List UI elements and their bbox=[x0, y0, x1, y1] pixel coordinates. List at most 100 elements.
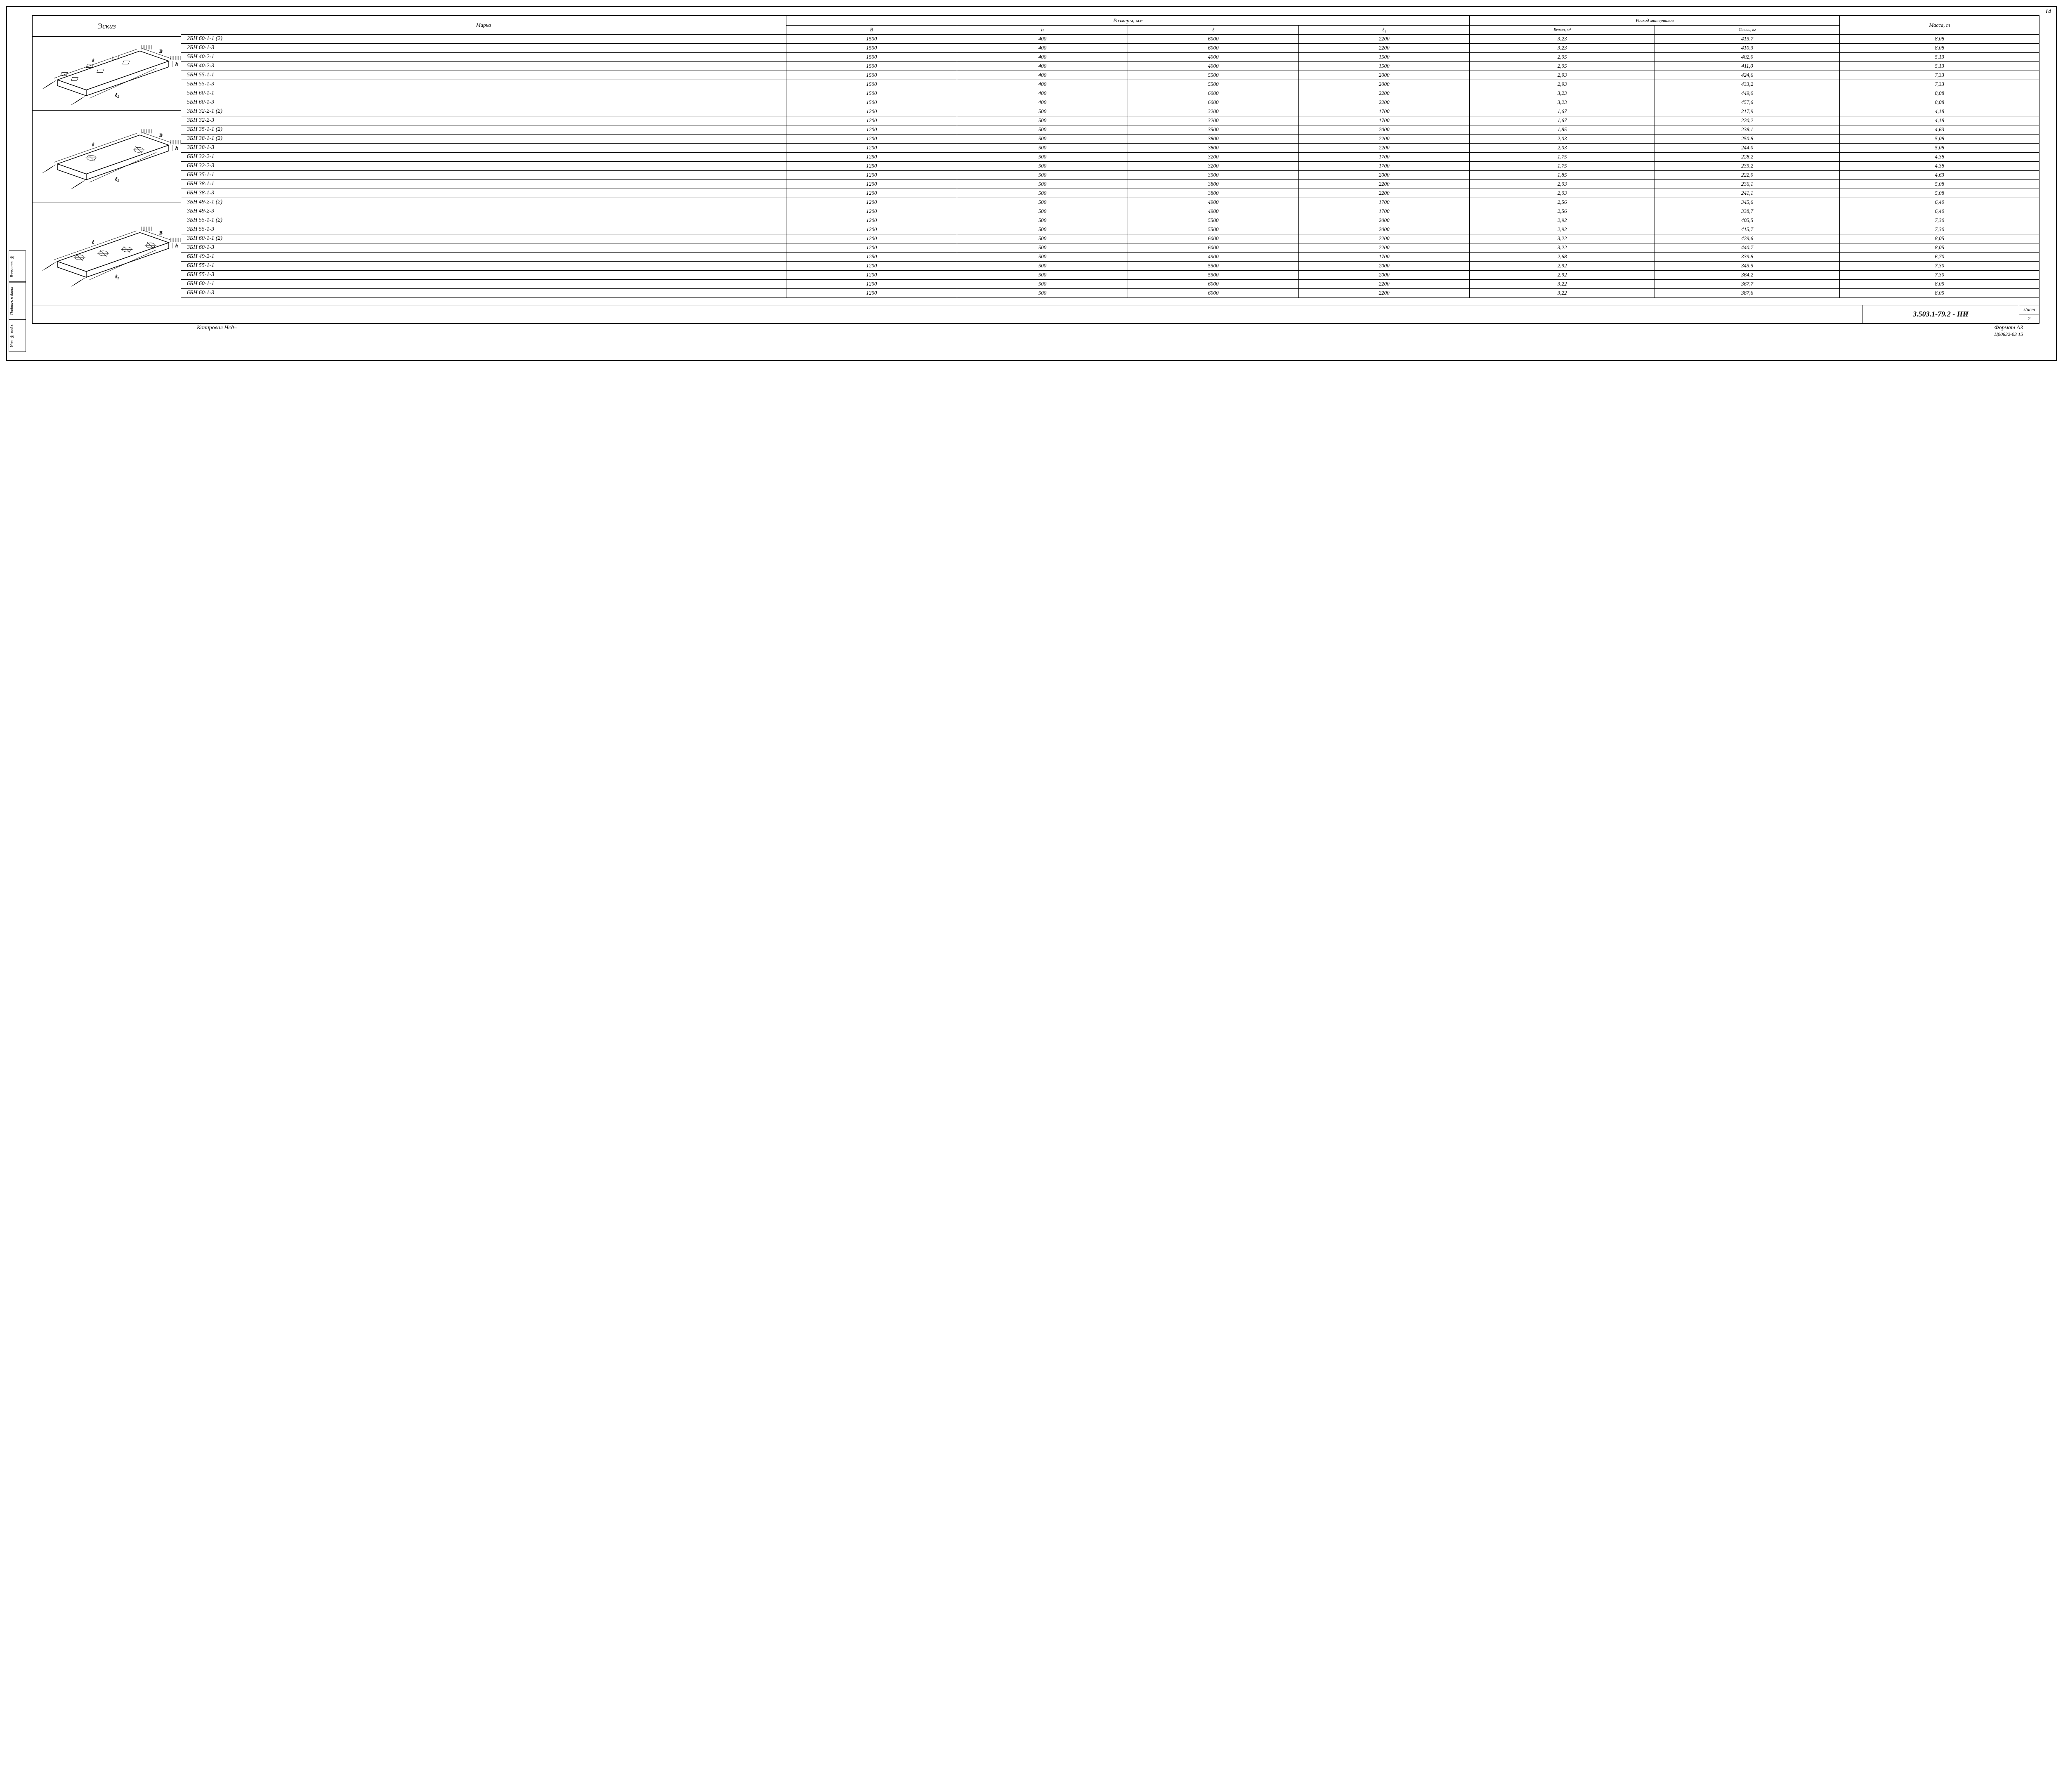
cell: 3,22 bbox=[1470, 288, 1655, 297]
cell: 2БН 60-1-3 bbox=[181, 43, 786, 52]
cell: 235,2 bbox=[1655, 161, 1840, 170]
cell: 1700 bbox=[1298, 116, 1469, 125]
table-row: 3БН 38-1-31200500380022002,03244,05,08 bbox=[181, 143, 2039, 152]
sketch-cell: В ℓ h ℓ₁ bbox=[33, 37, 181, 111]
cell: 367,7 bbox=[1655, 279, 1840, 288]
cell: 1,85 bbox=[1470, 125, 1655, 134]
cell: 500 bbox=[957, 189, 1128, 198]
cell: 4,18 bbox=[1840, 116, 2039, 125]
cell: 5,13 bbox=[1840, 52, 2039, 61]
cell: 1250 bbox=[786, 252, 957, 261]
cell: 3БН 38-1-3 bbox=[181, 143, 786, 152]
cell: 415,7 bbox=[1655, 225, 1840, 234]
cell: 6000 bbox=[1128, 243, 1298, 252]
cell: 402,0 bbox=[1655, 52, 1840, 61]
cell: 7,33 bbox=[1840, 80, 2039, 89]
cell: 1500 bbox=[786, 71, 957, 80]
th-dims: Размеры, мм bbox=[786, 16, 1470, 25]
cell: 500 bbox=[957, 261, 1128, 270]
table-row: 6БН 49-2-11250500490017002,68339,86,70 bbox=[181, 252, 2039, 261]
cell: 500 bbox=[957, 107, 1128, 116]
cell: 6000 bbox=[1128, 279, 1298, 288]
cell: 6000 bbox=[1128, 234, 1298, 243]
cell: 5,13 bbox=[1840, 61, 2039, 71]
cell: 1200 bbox=[786, 261, 957, 270]
table-row: 3БН 49-2-31200500490017002,56338,76,40 bbox=[181, 207, 2039, 216]
cell: 6БН 49-2-1 bbox=[181, 252, 786, 261]
cell: 364,2 bbox=[1655, 270, 1840, 279]
cell: 1200 bbox=[786, 288, 957, 297]
cell: 2000 bbox=[1298, 80, 1469, 89]
cell: 2200 bbox=[1298, 288, 1469, 297]
cell: 1500 bbox=[786, 52, 957, 61]
cell: 222,0 bbox=[1655, 170, 1840, 179]
cell: 5,08 bbox=[1840, 134, 2039, 143]
cell: 5500 bbox=[1128, 216, 1298, 225]
svg-text:В: В bbox=[159, 230, 163, 236]
cell: 440,7 bbox=[1655, 243, 1840, 252]
cell: 500 bbox=[957, 234, 1128, 243]
list-num: 2 bbox=[2019, 314, 2039, 323]
cell: 1200 bbox=[786, 116, 957, 125]
cell: 5,08 bbox=[1840, 189, 2039, 198]
cell: 1200 bbox=[786, 107, 957, 116]
cell: 1200 bbox=[786, 170, 957, 179]
cell: 6000 bbox=[1128, 98, 1298, 107]
cell: 500 bbox=[957, 225, 1128, 234]
cell: 400 bbox=[957, 98, 1128, 107]
cell: 6БН 32-2-1 bbox=[181, 152, 786, 161]
cell: 6,70 bbox=[1840, 252, 2039, 261]
cell: 2БН 60-1-1 (2) bbox=[181, 34, 786, 43]
cell: 4900 bbox=[1128, 207, 1298, 216]
cell: 1500 bbox=[786, 80, 957, 89]
cell: 500 bbox=[957, 116, 1128, 125]
cell: 400 bbox=[957, 61, 1128, 71]
th-B: В bbox=[786, 25, 957, 34]
cell: 6000 bbox=[1128, 89, 1298, 98]
cell: 1500 bbox=[786, 98, 957, 107]
cell: 1,75 bbox=[1470, 161, 1655, 170]
cell: 500 bbox=[957, 270, 1128, 279]
cell: 3800 bbox=[1128, 179, 1298, 189]
cell: 3800 bbox=[1128, 189, 1298, 198]
table-row: 3БН 38-1-1 (2)1200500380022002,03250,85,… bbox=[181, 134, 2039, 143]
side-stamps: Инв. № подл. Подпись и дата Взам.инв. № bbox=[9, 250, 26, 352]
cell: 4,63 bbox=[1840, 125, 2039, 134]
cell: 3800 bbox=[1128, 143, 1298, 152]
cell: 250,8 bbox=[1655, 134, 1840, 143]
cell: 8,05 bbox=[1840, 279, 2039, 288]
cell: 2,92 bbox=[1470, 216, 1655, 225]
table-row: 5БН 55-1-11500400550020002,93424,67,33 bbox=[181, 71, 2039, 80]
list-label: Лист bbox=[2019, 305, 2039, 314]
footer-copied: Копировал Нсд– bbox=[197, 325, 237, 338]
cell: 5500 bbox=[1128, 270, 1298, 279]
cell: 338,7 bbox=[1655, 207, 1840, 216]
cell: 3БН 49-2-1 (2) bbox=[181, 198, 786, 207]
sheet-number-box: Лист 2 bbox=[2019, 305, 2039, 323]
cell: 3,22 bbox=[1470, 279, 1655, 288]
cell: 4900 bbox=[1128, 198, 1298, 207]
cell: 1,67 bbox=[1470, 116, 1655, 125]
title-left bbox=[33, 305, 1862, 323]
table-row: 6БН 55-1-31200500550020002,92364,27,30 bbox=[181, 270, 2039, 279]
table-row: 6БН 38-1-31200500380022002,03241,15,08 bbox=[181, 189, 2039, 198]
sketch-cell: В ℓ h ℓ₁ bbox=[33, 111, 181, 203]
cell: 5500 bbox=[1128, 71, 1298, 80]
cell: 1500 bbox=[786, 61, 957, 71]
cell: 1,85 bbox=[1470, 170, 1655, 179]
cell: 241,1 bbox=[1655, 189, 1840, 198]
cell: 1200 bbox=[786, 143, 957, 152]
cell: 5БН 55-1-3 bbox=[181, 80, 786, 89]
cell: 500 bbox=[957, 279, 1128, 288]
cell: 2200 bbox=[1298, 243, 1469, 252]
cell: 400 bbox=[957, 43, 1128, 52]
cell: 1200 bbox=[786, 234, 957, 243]
cell: 3,22 bbox=[1470, 234, 1655, 243]
cell: 2200 bbox=[1298, 89, 1469, 98]
cell: 6000 bbox=[1128, 34, 1298, 43]
cell: 6БН 35-1-1 bbox=[181, 170, 786, 179]
cell: 4900 bbox=[1128, 252, 1298, 261]
cell: 410,3 bbox=[1655, 43, 1840, 52]
cell: 8,08 bbox=[1840, 98, 2039, 107]
svg-text:h: h bbox=[175, 243, 178, 248]
